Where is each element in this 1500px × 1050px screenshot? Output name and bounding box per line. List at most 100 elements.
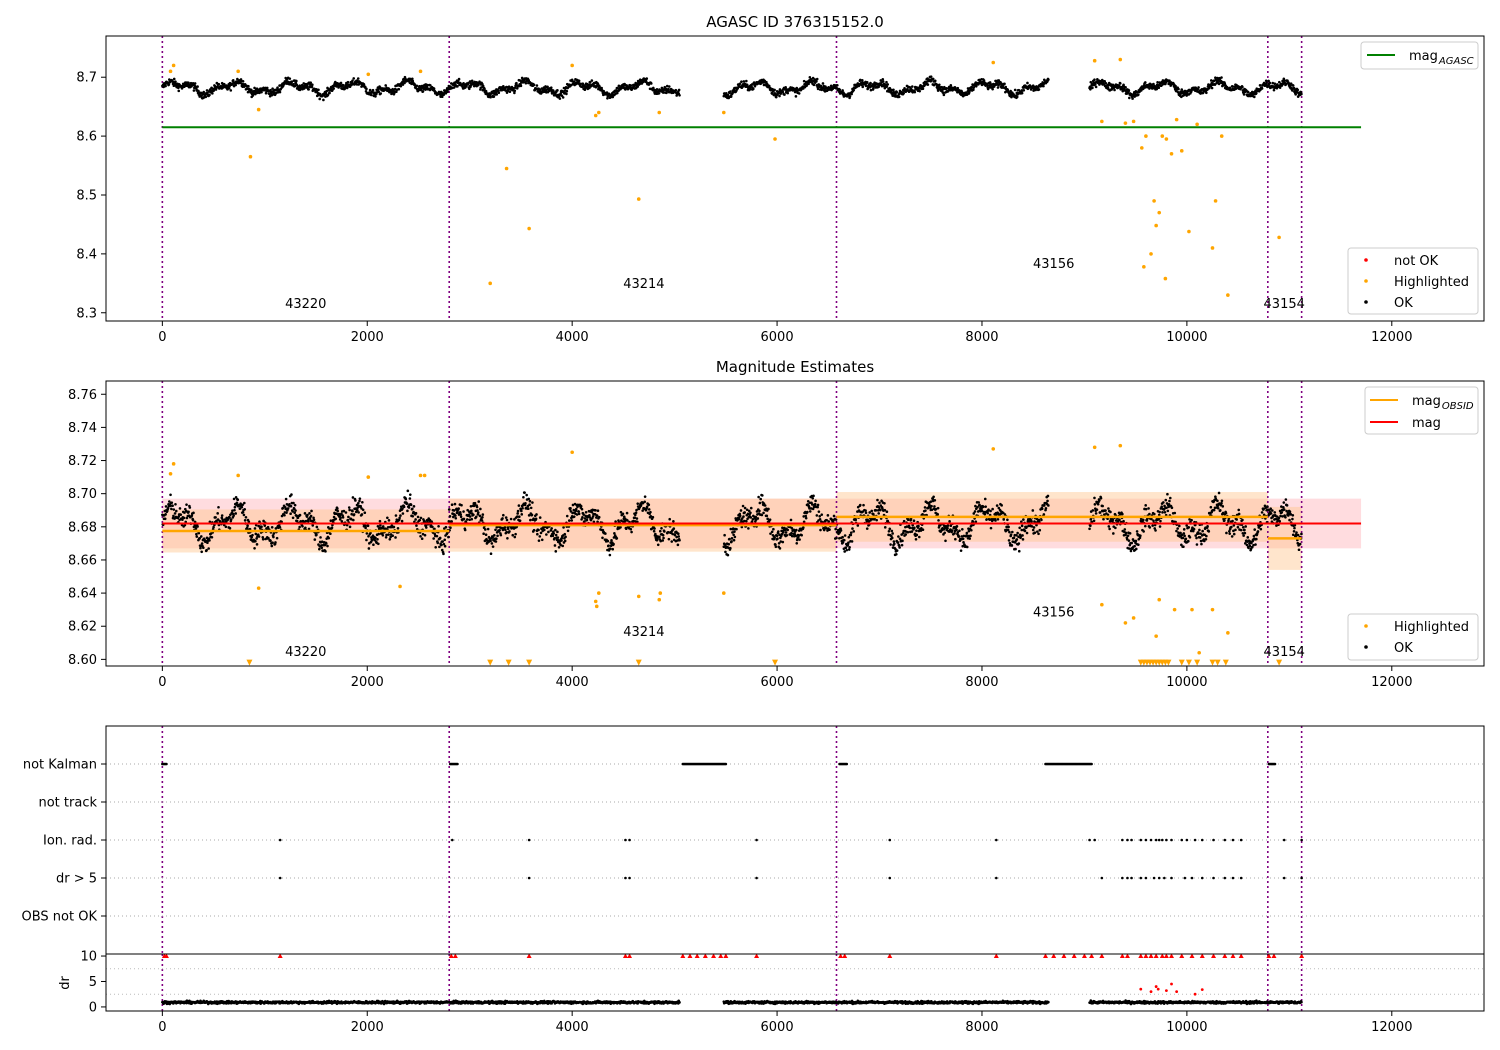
ok-point [1000, 504, 1003, 507]
ok-point [1107, 507, 1110, 510]
ok-point [339, 81, 343, 85]
ok-point [340, 520, 344, 523]
ok-point [1158, 510, 1161, 514]
ok-point [1260, 87, 1264, 90]
ok-point [1013, 88, 1017, 92]
ok-point [959, 549, 963, 552]
ok-point [1271, 81, 1275, 85]
ok-point [850, 92, 853, 96]
ok-point [453, 502, 457, 506]
ok-point [216, 85, 219, 89]
ok-point [933, 505, 936, 508]
ok-point [660, 527, 663, 530]
ok-point [1228, 86, 1232, 90]
highlighted-point [366, 72, 371, 77]
ok-point [778, 88, 782, 91]
ok-point [620, 86, 624, 90]
ok-point [817, 510, 821, 513]
ok-point [172, 77, 176, 81]
ok-point [886, 83, 890, 86]
ok-point [854, 518, 858, 522]
highlighted-point [1195, 122, 1199, 127]
ok-point [1089, 524, 1092, 528]
ok-point [1128, 96, 1131, 100]
ok-point [898, 546, 901, 549]
ok-point [995, 504, 999, 507]
ok-point [421, 532, 425, 536]
ok-point [358, 499, 361, 503]
ok-point [169, 493, 172, 497]
ok-point [1093, 496, 1096, 500]
ok-point [295, 519, 299, 523]
ok-point [339, 516, 342, 520]
ok-point [264, 537, 267, 541]
y-tick-label: 8.6 [76, 130, 97, 145]
ok-point [351, 496, 355, 499]
ok-point [459, 513, 462, 516]
ok-point [1267, 79, 1270, 83]
ok-point [1185, 94, 1188, 97]
ok-point [281, 506, 285, 510]
highlighted-point [1226, 293, 1230, 297]
ok-point [1246, 90, 1250, 94]
ok-point [752, 87, 755, 91]
ok-point [477, 511, 480, 514]
highlighted-point [488, 281, 493, 286]
ok-point [629, 84, 633, 87]
ok-point [580, 507, 584, 511]
ok-point [989, 526, 993, 530]
ok-point [432, 537, 435, 540]
ok-point [253, 546, 256, 550]
highlighted-point [527, 226, 531, 231]
highlighted-point [1154, 223, 1158, 228]
ok-point [564, 535, 567, 539]
ok-point [532, 83, 536, 87]
ok-point [1118, 82, 1122, 85]
ok-point [1124, 531, 1128, 535]
ok-point [1153, 512, 1156, 516]
ok-point [527, 507, 530, 511]
ok-point [881, 77, 885, 81]
ok-point [765, 514, 769, 518]
ok-point [970, 528, 973, 532]
ok-point [743, 511, 746, 514]
ok-point [1093, 503, 1097, 506]
ok-point [1135, 530, 1139, 533]
ok-point [1166, 509, 1170, 513]
ok-point [560, 539, 563, 542]
ok-point [743, 506, 747, 510]
ok-point [164, 513, 167, 516]
ok-point [938, 83, 941, 87]
ok-point [1273, 82, 1277, 85]
ok-point [913, 90, 917, 94]
ok-point [636, 85, 640, 88]
ok-point [1182, 545, 1185, 548]
ok-point [505, 91, 509, 94]
ok-point [1040, 507, 1044, 511]
ok-point [253, 86, 256, 90]
ok-point [649, 510, 652, 514]
ok-point [306, 513, 309, 517]
ok-point [520, 513, 524, 516]
ok-point [574, 507, 578, 511]
ok-point [1168, 499, 1171, 503]
ok-point [860, 83, 863, 87]
ok-point [214, 516, 217, 519]
ok-point [332, 515, 336, 519]
ok-point [972, 88, 975, 92]
ok-point [271, 87, 274, 90]
ok-point [670, 540, 674, 543]
ok-point [947, 85, 951, 89]
ok-point [759, 497, 762, 501]
ok-point [434, 545, 437, 549]
ok-point [735, 527, 738, 531]
ok-point [577, 512, 581, 516]
ok-point [658, 529, 662, 533]
ok-point [1155, 87, 1159, 91]
ok-point [235, 501, 239, 505]
ok-point [393, 87, 397, 91]
ok-point [498, 529, 501, 532]
ok-point [489, 95, 492, 99]
ok-point [452, 86, 456, 89]
ok-point [1098, 511, 1102, 514]
